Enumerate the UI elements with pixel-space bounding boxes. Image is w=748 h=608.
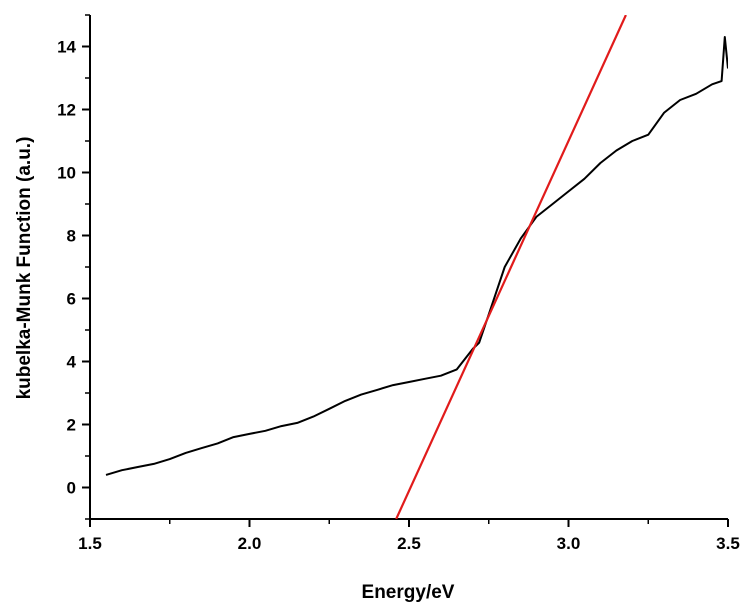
x-tick-label: 2.5 [397,534,421,553]
spectrum-line [105,36,728,476]
y-tick-label: 8 [67,227,76,246]
plot-area: 1.5 2.0 2.5 3.0 3.5 0 2 4 6 8 10 12 14 [57,14,740,553]
y-tick-label: 6 [67,290,76,309]
x-axis-title: Energy/eV [362,582,455,603]
y-tick-label: 10 [57,164,76,183]
y-tick-label: 4 [67,353,77,372]
y-tick-label: 14 [57,38,76,57]
y-tick-label: 0 [67,479,76,498]
y-tick-label: 12 [57,101,76,120]
tangent-fit-line [395,15,627,519]
y-axis-title: kubelka-Munk Function (a.u.) [14,137,35,400]
x-tick-label: 2.0 [238,534,262,553]
x-tick-label: 1.5 [78,534,102,553]
y-tick-label: 2 [67,416,76,435]
x-tick-label: 3.0 [557,534,581,553]
x-tick-label: 3.5 [716,534,740,553]
